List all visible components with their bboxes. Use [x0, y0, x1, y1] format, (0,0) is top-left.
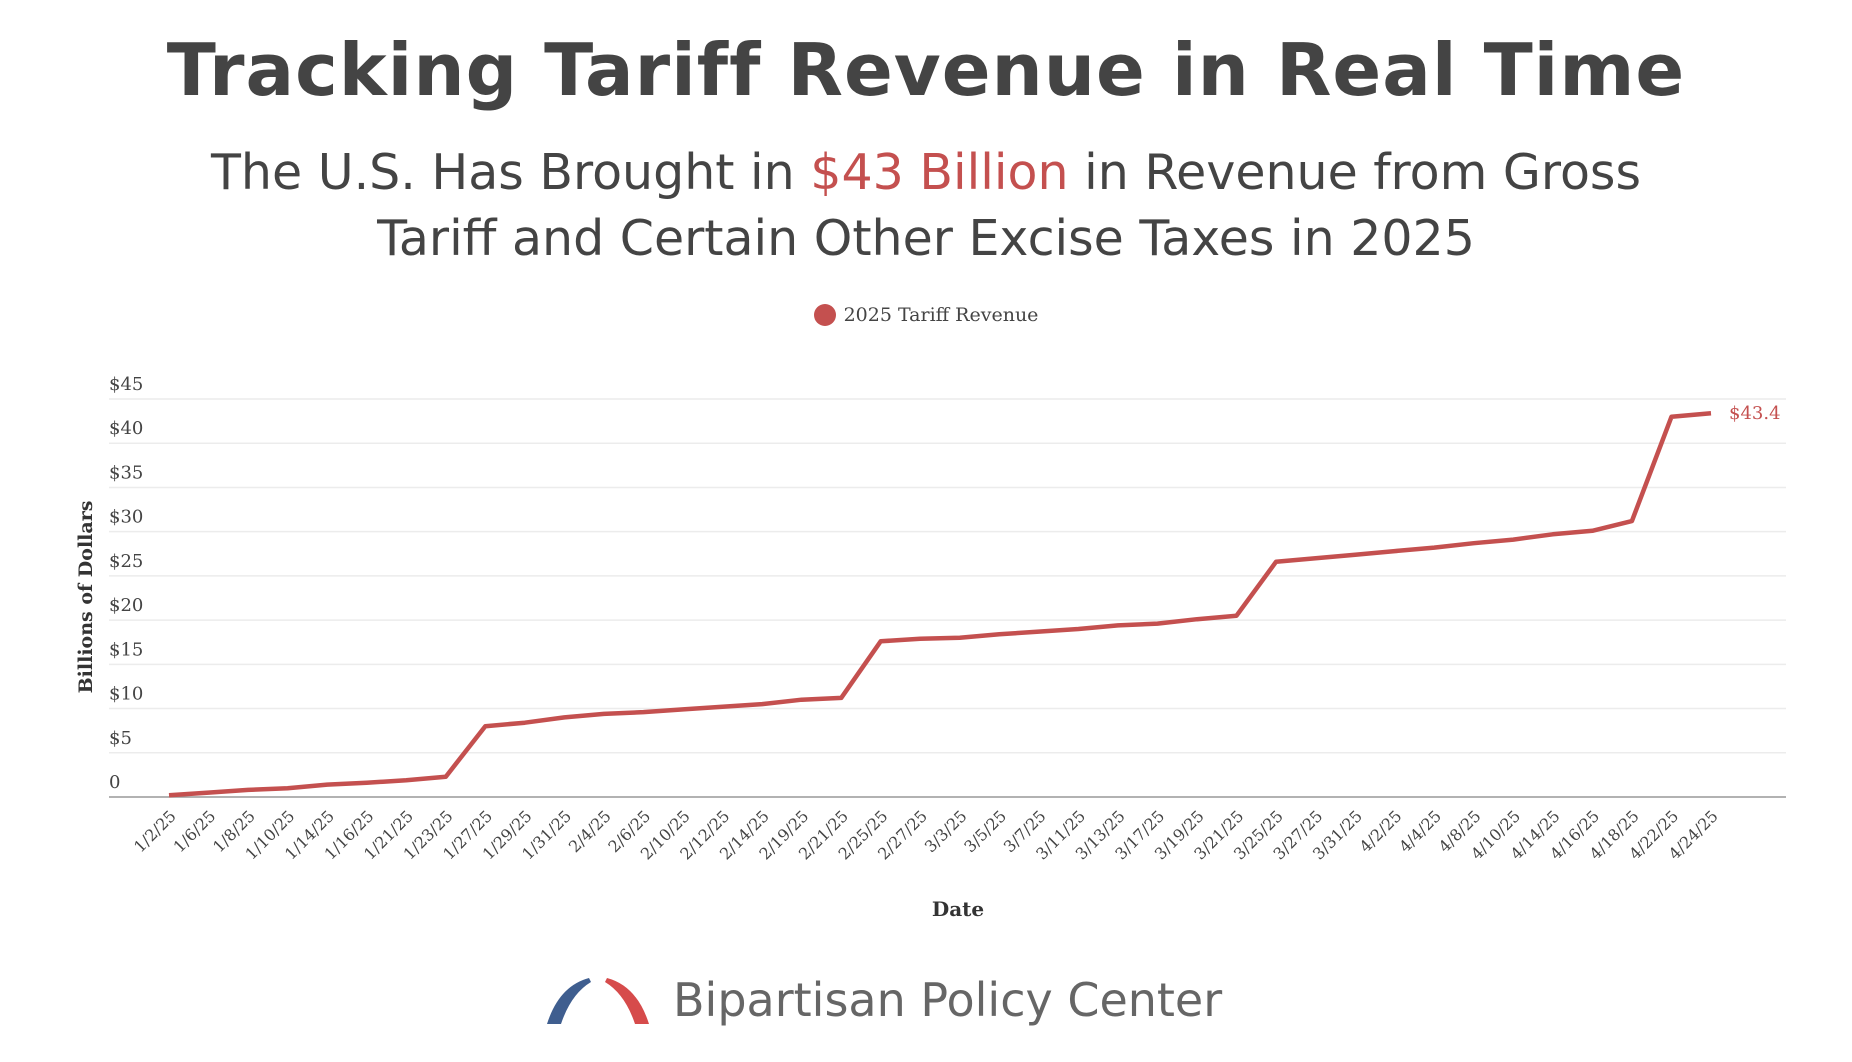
y-tick-label: 0: [109, 772, 120, 793]
series-line-2025-tariff-revenue: [168, 410, 1712, 798]
y-tick-label: $5: [109, 728, 132, 749]
legend: 2025 Tariff Revenue: [0, 304, 1852, 326]
x-tick-label: 3/3/25: [921, 806, 971, 856]
bpc-logo: Bipartisan Policy Center: [545, 970, 1222, 1030]
x-tick-label: 4/2/25: [1356, 806, 1406, 856]
y-tick-label: $20: [109, 595, 143, 616]
legend-label: 2025 Tariff Revenue: [843, 304, 1039, 326]
x-tick-label: 1/6/25: [170, 806, 220, 856]
subtitle-text: in Revenue from Gross: [1068, 144, 1641, 201]
y-tick-label: $10: [109, 684, 143, 705]
y-axis-ticks: 0 $5 $10 $15 $20 $25 $30 $35 $40 $45: [109, 374, 143, 793]
x-tick-label: 1/2/25: [130, 806, 180, 856]
y-tick-label: $45: [109, 374, 143, 395]
y-axis-title: Billions of Dollars: [75, 501, 97, 694]
x-tick-label: 2/4/25: [565, 806, 615, 856]
y-tick-label: $25: [109, 551, 143, 572]
subtitle-text: The U.S. Has Brought in: [211, 144, 811, 201]
y-tick-label: $35: [109, 462, 143, 483]
subtitle-line2: Tariff and Certain Other Excise Taxes in…: [377, 210, 1475, 267]
y-tick-label: $40: [109, 418, 143, 439]
y-tick-label: $15: [109, 639, 143, 660]
line-chart: 0 $5 $10 $15 $20 $25 $30 $35 $40 $45 1/2/251/6/25…: [75, 374, 1786, 921]
x-tick-label: 3/5/25: [960, 806, 1010, 856]
subtitle-highlight: $43 Billion: [810, 144, 1069, 201]
x-tick-label: 4/4/25: [1395, 806, 1445, 856]
gridlines: [109, 398, 1786, 754]
x-axis-ticks: 1/2/251/6/251/8/251/10/251/14/251/16/251…: [130, 806, 1722, 863]
bridge-arch-icon: [547, 978, 649, 1024]
y-tick-label: $30: [109, 507, 143, 528]
x-axis-title: Date: [932, 897, 984, 921]
page-title: Tracking Tariff Revenue in Real Time: [166, 28, 1686, 112]
page-subtitle: The U.S. Has Brought in $43 Billion in R…: [0, 140, 1852, 272]
logo-text: Bipartisan Policy Center: [673, 973, 1223, 1027]
end-value-label: $43.4: [1729, 403, 1781, 424]
legend-marker: [813, 304, 836, 326]
